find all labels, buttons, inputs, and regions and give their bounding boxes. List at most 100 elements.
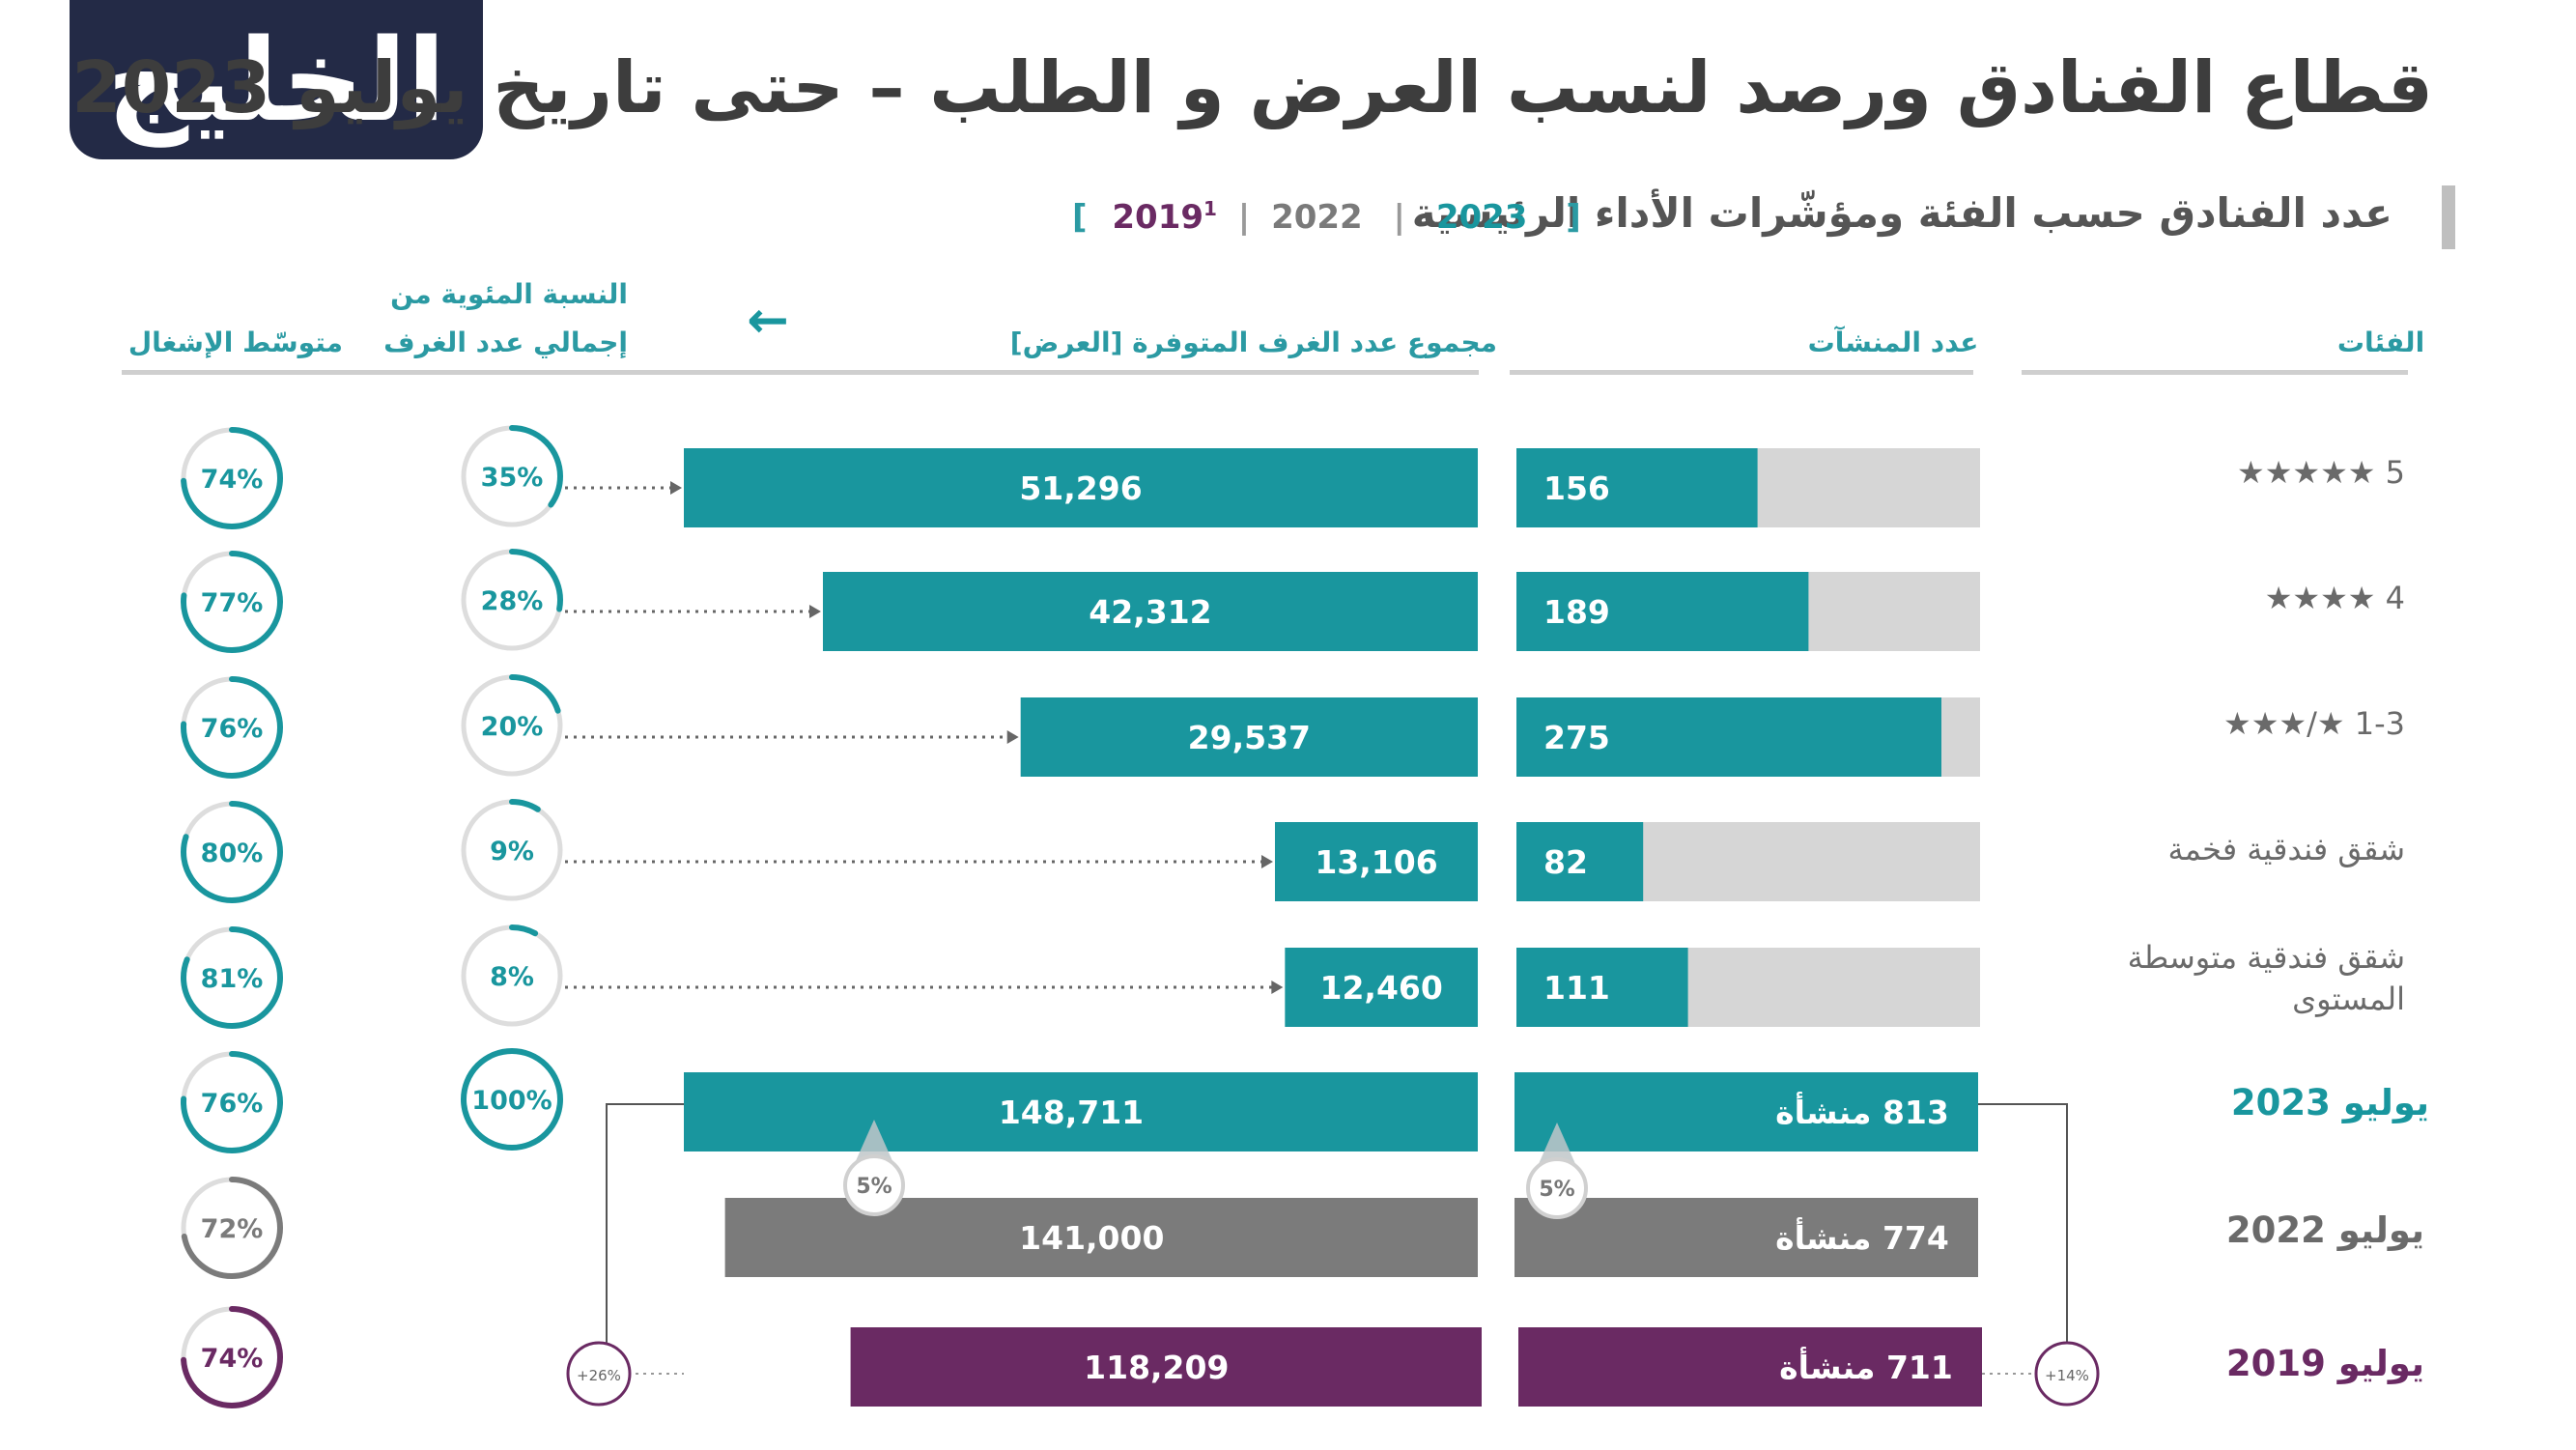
occupancy-ring — [181, 551, 283, 653]
establishments-value: 156 — [1543, 469, 1610, 507]
rooms-bar — [684, 448, 1478, 527]
legend-2022: 2022 — [1271, 197, 1363, 237]
arrow-left-icon: ← — [747, 292, 789, 350]
establishments-value: 189 — [1543, 593, 1610, 631]
share-ring — [461, 924, 563, 1027]
total-establishments-value-2023: 813 منشأة — [1775, 1092, 1949, 1131]
rooms-bar — [1274, 822, 1478, 901]
occupancy-ring-label: 81% — [201, 964, 264, 994]
share-ring — [461, 425, 563, 527]
rooms-value: 51,296 — [1019, 469, 1142, 507]
share-ring-label: 8% — [490, 962, 534, 992]
growth-bracket-establishments — [1978, 1103, 2068, 1343]
rooms-value: 29,537 — [1188, 719, 1311, 756]
establishments-bar — [1516, 822, 1644, 901]
growth-rooms-2022-2023-label: 5% — [856, 1175, 892, 1199]
total-rooms-bar-2023 — [684, 1072, 1478, 1151]
total-share-ring — [461, 1048, 563, 1151]
page-title: قطاع الفنادق ورصد لنسب العرض و الطلب – ح… — [71, 46, 2433, 129]
share-ring — [461, 549, 563, 651]
total-rooms-value-2022: 141,000 — [1019, 1219, 1164, 1257]
total-rooms-value-2023: 148,711 — [999, 1094, 1144, 1131]
legend-separator: | — [1393, 197, 1405, 237]
growth-bracket-rooms — [606, 1103, 684, 1343]
total-rooms-bar-2019 — [850, 1327, 1482, 1407]
connector-arrowhead — [808, 605, 821, 618]
share-ring-label: 20% — [481, 712, 544, 742]
growth-badge-rooms-label: +26% — [577, 1367, 621, 1384]
category-label-midscale-apartments-line1: شقق فندقية متوسطة — [2127, 939, 2405, 976]
occupancy-ring — [181, 427, 283, 529]
rooms-bar — [822, 572, 1478, 651]
establishments-value: 111 — [1543, 969, 1610, 1007]
legend-2019: 20191 — [1112, 197, 1217, 238]
rooms-value: 42,312 — [1089, 593, 1211, 631]
category-label-midscale-apartments-line2: المستوى — [2292, 981, 2405, 1017]
share-ring-label: 9% — [490, 837, 534, 867]
total-establishments-value-2022: 774 منشأة — [1775, 1217, 1949, 1257]
legend-separator: | — [1237, 197, 1251, 237]
occupancy-ring-label: 74% — [201, 465, 264, 495]
rooms-value: 12,460 — [1319, 969, 1442, 1007]
establishments-value: 82 — [1543, 843, 1588, 881]
occupancy-ring-label: 80% — [201, 839, 264, 868]
growth-establishments-2022-2023-label: 5% — [1539, 1178, 1574, 1202]
connector-arrowhead — [670, 481, 682, 495]
legend-2019-label: 2019 — [1112, 198, 1204, 238]
chart-subtitle: عدد الفنادق حسب الفئة ومؤشّرات الأداء ال… — [1411, 189, 2392, 237]
total-label-2022: يوليو 2022 — [2225, 1209, 2424, 1251]
header-categories: الفئات — [2336, 327, 2425, 358]
total-rooms-value-2019: 118,209 — [1084, 1349, 1229, 1386]
category-label-5star: 5 ★★★★★ — [2237, 454, 2405, 491]
occupancy-ring-label: 77% — [201, 588, 264, 618]
total-label-2023: يوليو 2023 — [2230, 1082, 2429, 1123]
occupancy-ring — [181, 801, 283, 903]
rule-rooms — [122, 370, 1479, 375]
connector-arrowhead — [1006, 730, 1019, 744]
share-ring-label: 35% — [481, 463, 544, 493]
growth-badge-establishments-label: +14% — [2045, 1367, 2089, 1384]
establishments-bar — [1516, 697, 1941, 777]
rule-categories — [2022, 370, 2408, 375]
establishments-bar — [1516, 572, 1809, 651]
total-occupancy-ring-2022 — [181, 1177, 283, 1279]
total-label-2019: يوليو 2019 — [2225, 1343, 2424, 1384]
share-ring-label: 28% — [481, 586, 544, 616]
category-label-luxury-apartments: شقق فندقية فخمة — [2167, 831, 2406, 867]
growth-establishments-2022-2023 — [1526, 1157, 1588, 1219]
growth-badge-establishments — [2034, 1341, 2100, 1407]
total-occupancy-ring-2019 — [181, 1306, 283, 1408]
header-establishments: عدد المنشآت — [1807, 327, 1979, 358]
rooms-bar — [1020, 697, 1478, 777]
logo: الخليج — [70, 0, 483, 159]
share-ring — [461, 799, 563, 901]
total-establishments-bar-2019 — [1518, 1327, 1982, 1407]
occupancy-ring-label: 76% — [201, 714, 264, 744]
total-occupancy-ring-2022-label: 72% — [201, 1214, 264, 1244]
legend-2019-footnote: 1 — [1203, 196, 1217, 220]
growth-badge-rooms — [566, 1341, 632, 1407]
share-ring — [461, 674, 563, 777]
total-establishments-value-2019: 711 منشأة — [1779, 1347, 1953, 1386]
header-share-line2: إجمالي عدد الغرف — [383, 327, 628, 358]
total-occupancy-ring-2023 — [181, 1051, 283, 1153]
total-occupancy-ring-2019-label: 74% — [201, 1344, 264, 1374]
legend-2023: 2023 — [1435, 197, 1528, 237]
year-legend: [ 20191 | 2022 | 2023 ] — [1072, 196, 1581, 238]
legend-bracket-close: ] — [1566, 197, 1581, 237]
rooms-bar — [1285, 948, 1478, 1027]
connector-arrowhead — [1260, 855, 1273, 868]
total-establishments-bar-2023 — [1514, 1072, 1978, 1151]
total-share-ring-label: 100% — [471, 1086, 552, 1116]
legend-bracket-open: [ — [1072, 197, 1088, 237]
occupancy-ring — [181, 676, 283, 779]
total-occupancy-ring-2023-label: 76% — [201, 1089, 264, 1119]
header-occupancy: متوسّط الإشغال — [127, 327, 343, 358]
subtitle-accent-bar — [2442, 185, 2455, 249]
growth-rooms-2022-2023 — [843, 1154, 905, 1216]
connector-arrowhead — [1271, 981, 1284, 994]
occupancy-ring — [181, 926, 283, 1029]
header-share-line1: النسبة المئوية من — [390, 278, 628, 310]
rule-establishments — [1510, 370, 1973, 375]
